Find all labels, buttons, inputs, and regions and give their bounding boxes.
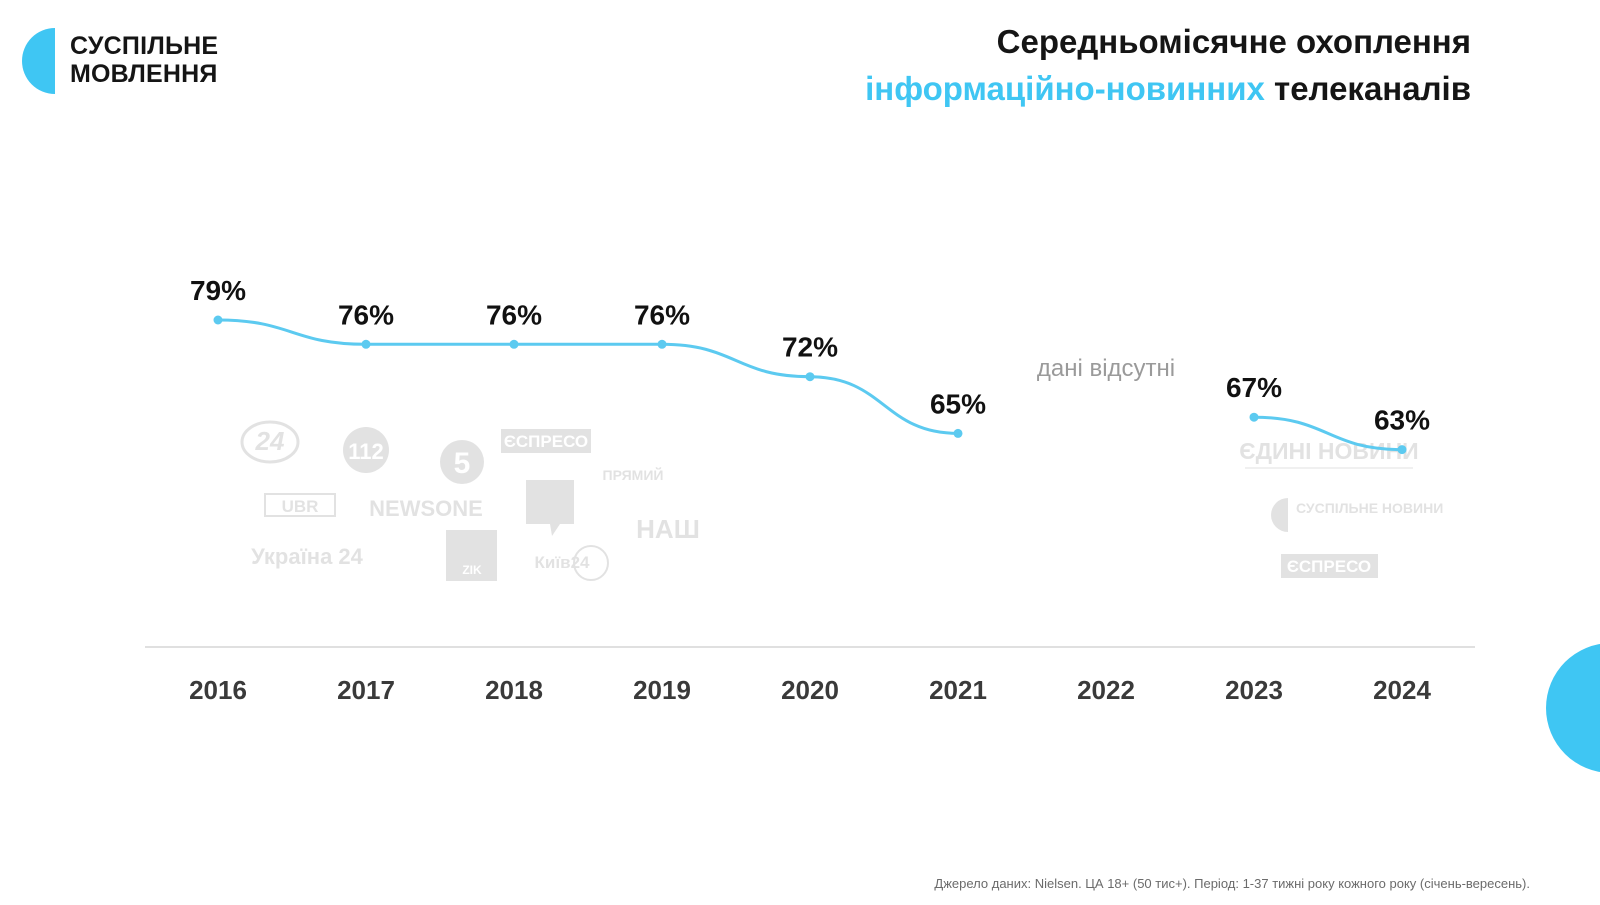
logo-zik-icon: ZIK xyxy=(446,530,497,581)
data-point-2020 xyxy=(805,372,815,382)
channel-logos-old: 24 112 5 ЄСПРЕСО ПРЯМИЙ UBR NEWSONE НАШ … xyxy=(240,420,700,581)
data-label-2018: 76% xyxy=(486,299,542,330)
title-rest: телеканалів xyxy=(1274,70,1471,107)
data-point-2016 xyxy=(213,315,223,325)
x-tick-labels-layer: 2016 2017 2018 2019 2020 2021 2022 2023 2024 xyxy=(189,675,1431,705)
x-tick-label-2023: 2023 xyxy=(1225,675,1283,705)
data-point-2023 xyxy=(1249,412,1259,422)
title-line1: Середньомісячне охоплення xyxy=(996,23,1471,60)
logo-112: 112 xyxy=(348,439,384,464)
logo-5: 5 xyxy=(454,447,471,480)
logo-ubr: UBR xyxy=(282,497,319,516)
logo-espreso: ЄСПРЕСО xyxy=(504,432,588,451)
logo-ubr-icon: UBR xyxy=(264,493,336,517)
logo-espreso-2-icon: ЄСПРЕСО xyxy=(1281,554,1378,578)
x-tick-label-2017: 2017 xyxy=(337,675,395,705)
data-label-2017: 76% xyxy=(338,299,394,330)
x-tick-label-2018: 2018 xyxy=(485,675,543,705)
logo-suspilne-novyny: СУСПІЛЬНЕ НОВИНИ xyxy=(1296,500,1443,516)
x-tick-label-2022: 2022 xyxy=(1077,675,1135,705)
logo-24-icon: 24 xyxy=(240,420,300,464)
logo-obozrevatel-icon xyxy=(526,480,574,536)
data-source-note: Джерело даних: Nielsen. ЦА 18+ (50 тис+)… xyxy=(934,876,1530,891)
brand-logo: СУСПІЛЬНЕ МОВЛЕННЯ xyxy=(22,28,282,98)
data-label-2019: 76% xyxy=(634,299,690,330)
data-label-2020: 72% xyxy=(782,332,838,363)
logo-ukraine24: Україна 24 xyxy=(251,544,364,569)
page-title: Середньомісячне охоплення інформаційно-н… xyxy=(865,18,1471,112)
logo-zik: ZIK xyxy=(462,563,482,577)
logo-newsone: NEWSONE xyxy=(369,496,483,521)
title-accent: інформаційно-новинних xyxy=(865,70,1265,107)
logo-espreso-icon: ЄСПРЕСО xyxy=(501,429,591,453)
data-point-2017 xyxy=(361,339,371,349)
logo-5-icon: 5 xyxy=(440,440,484,484)
logo-112-icon: 112 xyxy=(343,427,389,473)
data-point-2018 xyxy=(509,339,519,349)
x-tick-label-2020: 2020 xyxy=(781,675,839,705)
brand-name-line2: МОВЛЕННЯ xyxy=(70,60,218,88)
logo-24: 24 xyxy=(255,426,285,456)
x-tick-label-2019: 2019 xyxy=(633,675,691,705)
logo-suspilne-novyny-icon: СУСПІЛЬНЕ НОВИНИ xyxy=(1271,498,1443,532)
x-tick-label-2016: 2016 xyxy=(189,675,247,705)
data-label-2021: 65% xyxy=(930,388,986,419)
data-label-2016: 79% xyxy=(190,275,246,306)
logo-pryamyi: ПРЯМИЙ xyxy=(603,466,664,483)
x-tick-label-2021: 2021 xyxy=(929,675,987,705)
data-label-2023: 67% xyxy=(1226,372,1282,403)
data-point-2021 xyxy=(953,428,963,438)
logo-nash: НАШ xyxy=(636,514,700,544)
logo-yedyni-novyny: ЄДИНІ НОВИНИ xyxy=(1239,438,1418,464)
data-point-2019 xyxy=(657,339,667,349)
brand-name: СУСПІЛЬНЕ МОВЛЕННЯ xyxy=(70,32,218,88)
title-line2: інформаційно-новинних телеканалів xyxy=(865,65,1471,112)
logo-kyiv24-icon: Київ24 xyxy=(535,545,609,581)
logo-espreso-2: ЄСПРЕСО xyxy=(1287,557,1371,576)
brand-logo-icon xyxy=(22,28,55,94)
data-point-2024 xyxy=(1397,445,1407,455)
series-line-segment xyxy=(1253,415,1403,452)
data-labels-layer: 79% 76% 76% 76% 72% 65% дані відсутні 67% 63% xyxy=(190,275,1430,436)
data-label-2024: 63% xyxy=(1374,405,1430,436)
x-tick-label-2024: 2024 xyxy=(1373,675,1431,705)
channel-logos-new: ЄДИНІ НОВИНИ СУСПІЛЬНЕ НОВИНИ ЄСПРЕСО xyxy=(1239,438,1443,578)
logo-kyiv24: Київ24 xyxy=(535,553,591,572)
series-layer xyxy=(213,315,1407,455)
series-line-segment xyxy=(217,318,959,435)
brand-name-line1: СУСПІЛЬНЕ xyxy=(70,32,219,60)
missing-data-note: дані відсутні xyxy=(1037,355,1175,382)
